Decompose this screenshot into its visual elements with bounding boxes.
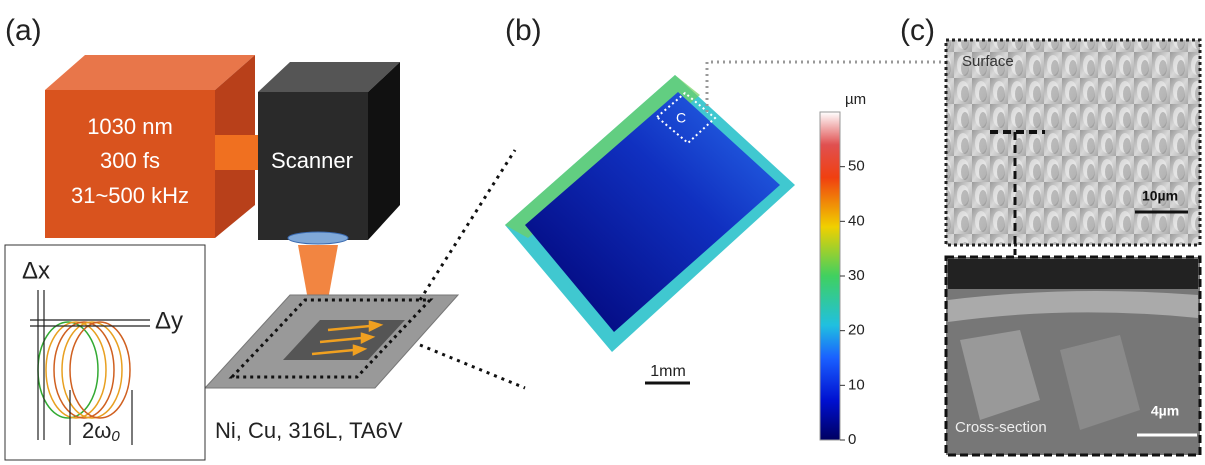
dx: Δx — [22, 257, 50, 284]
grain — [960, 330, 1040, 420]
panel-label: (b) — [505, 14, 542, 47]
beam — [298, 245, 338, 322]
zone-box — [655, 91, 717, 145]
panel-label: (c) — [900, 14, 935, 47]
scan-arrows — [311, 320, 384, 357]
laser-text: 300 fs — [100, 148, 160, 173]
lens — [287, 231, 349, 245]
surface-label: Surface — [962, 53, 1014, 70]
scanner-text: Scanner — [271, 148, 353, 173]
laser-top — [45, 55, 255, 90]
colorbar — [819, 111, 841, 441]
spot-sub: 0 — [111, 428, 120, 445]
scale-label: 10µm — [1142, 188, 1178, 204]
materials: Ni, Cu, 316L, TA6V — [215, 418, 403, 443]
scanner-side — [368, 62, 400, 240]
colorbar-tick-label: 30 — [848, 267, 865, 284]
colorbar-tick-label: 50 — [848, 158, 865, 175]
spot: 2ω — [82, 418, 111, 443]
laser-text: 1030 nm — [87, 114, 173, 139]
section-layer — [948, 291, 1198, 322]
scanner-front — [258, 92, 368, 240]
section-top — [948, 259, 1198, 289]
colorbar-tick-label: 10 — [848, 376, 865, 393]
colorbar-tick-label: 20 — [848, 322, 865, 339]
zone-label: C — [676, 110, 686, 126]
grain — [1060, 335, 1140, 430]
scale-label: 4µm — [1151, 403, 1179, 419]
surface-image — [944, 38, 1202, 247]
section-label: Cross-section — [955, 419, 1047, 436]
colorbar-unit: µm — [845, 91, 866, 108]
laser-text: 31~500 kHz — [71, 183, 189, 208]
link-line — [705, 60, 945, 112]
dy: Δy — [155, 307, 183, 334]
panel-label: (a) — [5, 14, 42, 47]
scanner-top — [258, 62, 400, 92]
map — [525, 92, 780, 332]
scale-label: 1mm — [650, 363, 686, 380]
colorbar-tick-label: 40 — [848, 212, 865, 229]
laser-front — [45, 90, 215, 238]
zoom-lines — [418, 149, 526, 390]
dotted-zone — [228, 298, 434, 379]
inset-lines — [30, 290, 150, 445]
connector — [215, 135, 260, 170]
colorbar-tick-label: 0 — [848, 431, 856, 448]
spot-label: 2ω0 — [82, 418, 120, 445]
